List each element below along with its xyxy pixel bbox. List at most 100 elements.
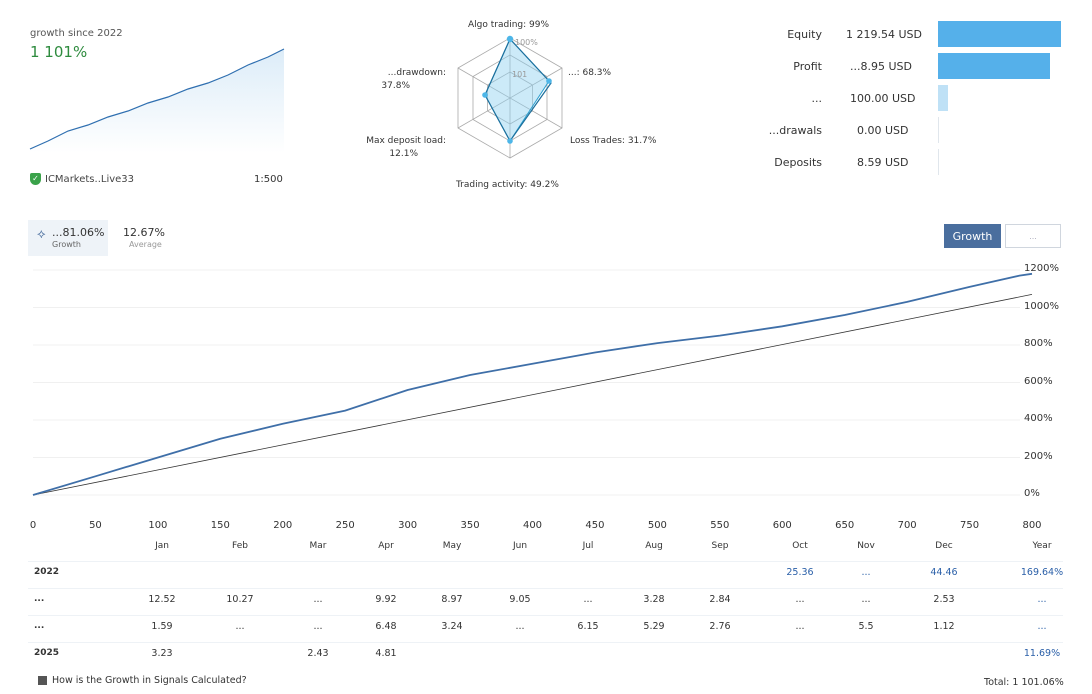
table-row-year: 2025: [34, 648, 60, 658]
x-tick-label: 50: [89, 520, 102, 531]
table-cell[interactable]: 2.76: [709, 621, 731, 632]
table-cell[interactable]: ...: [313, 594, 323, 605]
stat-bar-profit: [938, 53, 1050, 79]
month-header: Oct: [792, 541, 808, 551]
broker-name: ICMarkets..Live33: [45, 173, 135, 185]
month-header: Jun: [512, 541, 528, 551]
table-cell[interactable]: ...: [861, 567, 871, 578]
stat-label-deposits: Deposits: [774, 156, 822, 169]
radar-loss-trades: Loss Trades: 31.7%: [570, 136, 657, 146]
shield-check-icon: ✓: [30, 173, 41, 185]
table-cell[interactable]: 5.29: [643, 621, 665, 632]
table-row-divider: [28, 642, 1063, 643]
table-cell[interactable]: ...: [1037, 621, 1047, 632]
table-cell[interactable]: 9.05: [509, 594, 531, 605]
growth-button[interactable]: Growth: [944, 224, 1001, 248]
table-cell[interactable]: 6.15: [577, 621, 599, 632]
stat-bar-withdrawals: [938, 117, 939, 143]
x-tick-label: 750: [960, 520, 980, 531]
growth-since-label: growth since 2022: [30, 28, 123, 39]
stat-label-profit: Profit: [793, 60, 822, 73]
stat-label-third: ...: [811, 92, 823, 105]
stat-value-deposits: 8.59 USD: [857, 156, 909, 169]
info-square-icon: [38, 676, 47, 685]
month-header: Mar: [309, 541, 327, 551]
table-cell[interactable]: ...: [795, 621, 805, 632]
stat-bar-deposits: [938, 149, 939, 175]
table-cell[interactable]: 3.28: [643, 594, 665, 605]
month-header: Feb: [232, 541, 248, 551]
radar-drawdown: ...drawdown:: [387, 68, 446, 78]
growth-sparkline: [29, 48, 285, 153]
stat-value-equity: 1 219.54 USD: [846, 28, 922, 41]
x-tick-label: 500: [647, 520, 667, 531]
stat-bar-third: [938, 85, 948, 111]
growth-chart: [32, 269, 1033, 496]
radar-center-label-2: 101: [512, 70, 528, 79]
chart-growth-line: [32, 272, 1033, 496]
table-cell[interactable]: 25.36: [786, 567, 814, 578]
month-header: Year: [1032, 541, 1052, 551]
table-cell[interactable]: 4.81: [375, 648, 397, 659]
month-header: Jan: [155, 541, 169, 551]
table-cell[interactable]: 2.84: [709, 594, 731, 605]
total-growth: Total: 1 101.06%: [984, 677, 1064, 688]
table-cell[interactable]: 12.52: [148, 594, 176, 605]
table-cell[interactable]: ...: [583, 594, 593, 605]
y-tick-label: 400%: [1024, 413, 1053, 424]
tab-growth-label: Growth: [52, 240, 81, 249]
table-cell[interactable]: ...: [795, 594, 805, 605]
alt-chart-button[interactable]: ...: [1005, 224, 1061, 248]
month-header: Sep: [711, 541, 729, 551]
radar-point-profit: [546, 78, 552, 84]
table-cell[interactable]: 169.64%: [1020, 567, 1064, 578]
x-tick-label: 550: [710, 520, 730, 531]
radar-point-drawdown: [482, 92, 488, 98]
x-tick-label: 400: [522, 520, 543, 531]
y-tick-label: 800%: [1024, 338, 1053, 349]
table-cell[interactable]: ...: [515, 621, 525, 632]
table-cell[interactable]: 2.43: [307, 648, 329, 659]
radar-deposit-load-value: 12.1%: [389, 149, 418, 159]
table-cell[interactable]: ...: [313, 621, 323, 632]
month-header: Nov: [857, 541, 875, 551]
stat-label-equity: Equity: [787, 28, 822, 41]
tab-average-label: Average: [129, 240, 162, 249]
tab-average[interactable]: 12.67% Average: [115, 220, 185, 256]
x-tick-label: 300: [398, 520, 418, 531]
table-cell[interactable]: ...: [235, 621, 245, 632]
table-cell[interactable]: 3.24: [441, 621, 463, 632]
month-header: Dec: [935, 541, 953, 551]
table-row-divider: [28, 561, 1063, 562]
table-cell[interactable]: 44.46: [930, 567, 958, 578]
stat-label-withdrawals: ...drawals: [768, 124, 822, 137]
broker-row[interactable]: ✓ ICMarkets..Live33: [30, 173, 134, 185]
table-cell[interactable]: 2.53: [933, 594, 955, 605]
radar-activity: Trading activity: 49.2%: [456, 180, 559, 190]
table-cell[interactable]: 11.69%: [1023, 648, 1061, 659]
table-cell[interactable]: 6.48: [375, 621, 397, 632]
table-cell[interactable]: 3.23: [151, 648, 173, 659]
table-cell[interactable]: ...: [861, 594, 871, 605]
table-row-divider: [28, 615, 1063, 616]
stat-value-withdrawals: 0.00 USD: [857, 124, 909, 137]
stat-value-third: 100.00 USD: [850, 92, 916, 105]
tab-average-value: 12.67%: [123, 226, 165, 239]
table-row-year: ...: [34, 594, 45, 604]
tab-growth[interactable]: ⟡ ...81.06% Growth: [28, 220, 108, 256]
table-cell[interactable]: 8.97: [441, 594, 463, 605]
table-cell[interactable]: 10.27: [226, 594, 254, 605]
table-cell[interactable]: 1.59: [151, 621, 173, 632]
x-tick-label: 200: [273, 520, 293, 531]
tab-growth-icon: ⟡: [37, 227, 46, 242]
chart-trend-line: [32, 294, 1033, 496]
x-tick-label: 100: [148, 520, 168, 531]
table-cell[interactable]: 5.5: [858, 621, 874, 632]
x-tick-label: 800: [1022, 520, 1042, 531]
y-tick-label: 1200%: [1024, 263, 1059, 274]
table-cell[interactable]: ...: [1037, 594, 1047, 605]
radar-deposit-load: Max deposit load:: [366, 136, 446, 146]
table-cell[interactable]: 9.92: [375, 594, 397, 605]
table-cell[interactable]: 1.12: [933, 621, 955, 632]
growth-calc-link[interactable]: How is the Growth in Signals Calculated?: [38, 675, 247, 686]
